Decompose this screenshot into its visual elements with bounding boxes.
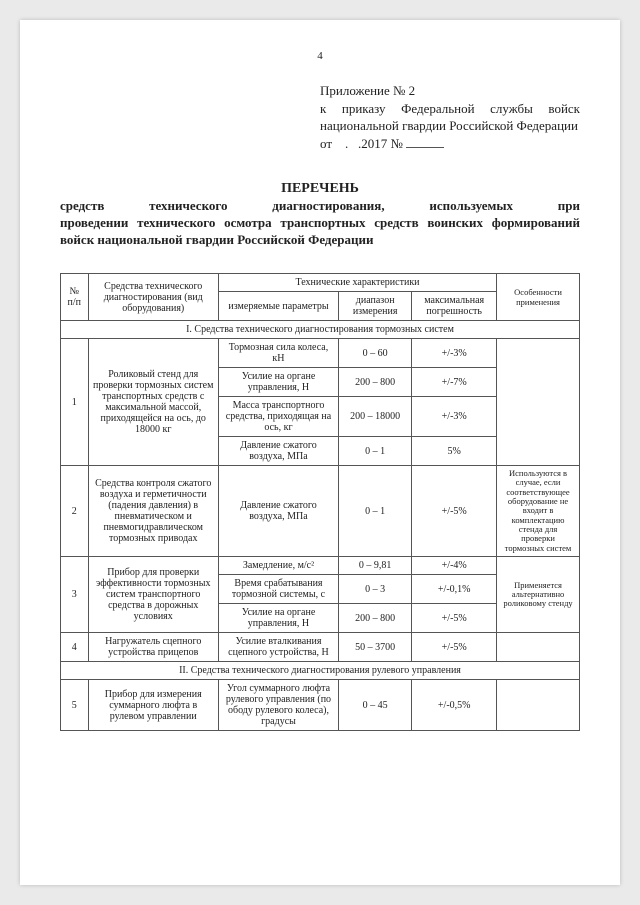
cell-num: 4	[61, 633, 89, 662]
cell-param: Усилие на органе управления, Н	[218, 368, 338, 397]
cell-range: 0 – 1	[339, 466, 412, 557]
table-row: 2 Средства контроля сжатого воздуха и ге…	[61, 466, 580, 557]
cell-note	[497, 680, 580, 731]
table-row: 1 Роликовый стенд для проверки тормозных…	[61, 339, 580, 368]
blank-number-line	[406, 147, 444, 148]
table-row: 4 Нагружатель сцепного устройства прицеп…	[61, 633, 580, 662]
cell-range: 200 – 800	[339, 368, 412, 397]
cell-param: Давление сжатого воздуха, МПа	[218, 466, 338, 557]
cell-err: +/-3%	[412, 339, 497, 368]
table-row: 5 Прибор для измерения суммарного люфта …	[61, 680, 580, 731]
cell-note	[497, 633, 580, 662]
page-number: 4	[60, 50, 580, 62]
th-num: № п/п	[61, 274, 89, 321]
cell-err: +/-5%	[412, 604, 497, 633]
cell-name: Роликовый стенд для проверки тормозных с…	[88, 339, 218, 466]
table-row: 3 Прибор для проверки эффективности торм…	[61, 557, 580, 575]
document-page: 4 Приложение № 2 к приказу Федеральной с…	[20, 20, 620, 885]
cell-range: 200 – 800	[339, 604, 412, 633]
cell-param: Угол суммарного люфта рулевого управлени…	[218, 680, 338, 731]
th-range: диапазон измерения	[339, 292, 412, 321]
cell-num: 2	[61, 466, 89, 557]
cell-param: Масса транспортного средства, приходящая…	[218, 397, 338, 437]
title-sub2: проведении технического осмотра транспор…	[60, 215, 580, 249]
cell-err: +/-4%	[412, 557, 497, 575]
cell-param: Тормозная сила колеса, кН	[218, 339, 338, 368]
cell-err: +/-5%	[412, 466, 497, 557]
cell-param: Усилие на органе управления, Н	[218, 604, 338, 633]
appendix-from: от	[320, 136, 332, 151]
cell-range: 0 – 45	[339, 680, 412, 731]
section2-row: II. Средства технического диагностирован…	[61, 662, 580, 680]
cell-param: Давление сжатого воздуха, МПа	[218, 437, 338, 466]
cell-note: Используются в случае, если соответствую…	[497, 466, 580, 557]
cell-param: Усилие вталкивания сцепного устройства, …	[218, 633, 338, 662]
cell-err: +/-0,5%	[412, 680, 497, 731]
section1-header: I. Средства технического диагностировани…	[61, 321, 580, 339]
cell-range: 0 – 1	[339, 437, 412, 466]
cell-err: +/-7%	[412, 368, 497, 397]
cell-param: Замедление, м/с²	[218, 557, 338, 575]
title-block: ПЕРЕЧЕНЬ средств технического диагностир…	[60, 180, 580, 249]
header-row1: № п/п Средства технического диагностиров…	[61, 274, 580, 292]
title-sub1: средств технического диагностирования, и…	[60, 198, 580, 215]
th-err: максимальная погрешность	[412, 292, 497, 321]
cell-range: 0 – 9,81	[339, 557, 412, 575]
appendix-line2: к приказу Федеральной службы войск нацио…	[320, 100, 580, 135]
cell-note	[497, 339, 580, 466]
cell-err: +/-0,1%	[412, 575, 497, 604]
cell-name: Средства контроля сжатого воздуха и герм…	[88, 466, 218, 557]
cell-num: 3	[61, 557, 89, 633]
cell-range: 200 – 18000	[339, 397, 412, 437]
appendix-block: Приложение № 2 к приказу Федеральной слу…	[320, 82, 580, 152]
cell-range: 0 – 60	[339, 339, 412, 368]
cell-param: Время срабатывания тормозной системы, с	[218, 575, 338, 604]
cell-num: 1	[61, 339, 89, 466]
th-tech: Технические характеристики	[218, 274, 496, 292]
section1-row: I. Средства технического диагностировани…	[61, 321, 580, 339]
cell-name: Нагружатель сцепного устройства прицепов	[88, 633, 218, 662]
th-name: Средства технического диагностирования (…	[88, 274, 218, 321]
main-table: № п/п Средства технического диагностиров…	[60, 273, 580, 731]
cell-err: 5%	[412, 437, 497, 466]
cell-err: +/-5%	[412, 633, 497, 662]
cell-note: Применяется альтернативно роликовому сте…	[497, 557, 580, 633]
appendix-dot: .	[345, 136, 348, 151]
th-note: Особенности применения	[497, 274, 580, 321]
appendix-line3: от . .2017 №	[320, 135, 580, 153]
cell-err: +/-3%	[412, 397, 497, 437]
cell-name: Прибор для проверки эффективности тормоз…	[88, 557, 218, 633]
appendix-line1: Приложение № 2	[320, 82, 580, 100]
cell-name: Прибор для измерения суммарного люфта в …	[88, 680, 218, 731]
cell-range: 50 – 3700	[339, 633, 412, 662]
appendix-year: .2017 №	[358, 136, 403, 151]
section2-header: II. Средства технического диагностирован…	[61, 662, 580, 680]
cell-range: 0 – 3	[339, 575, 412, 604]
th-param: измеряемые параметры	[218, 292, 338, 321]
cell-num: 5	[61, 680, 89, 731]
title-main: ПЕРЕЧЕНЬ	[60, 180, 580, 198]
